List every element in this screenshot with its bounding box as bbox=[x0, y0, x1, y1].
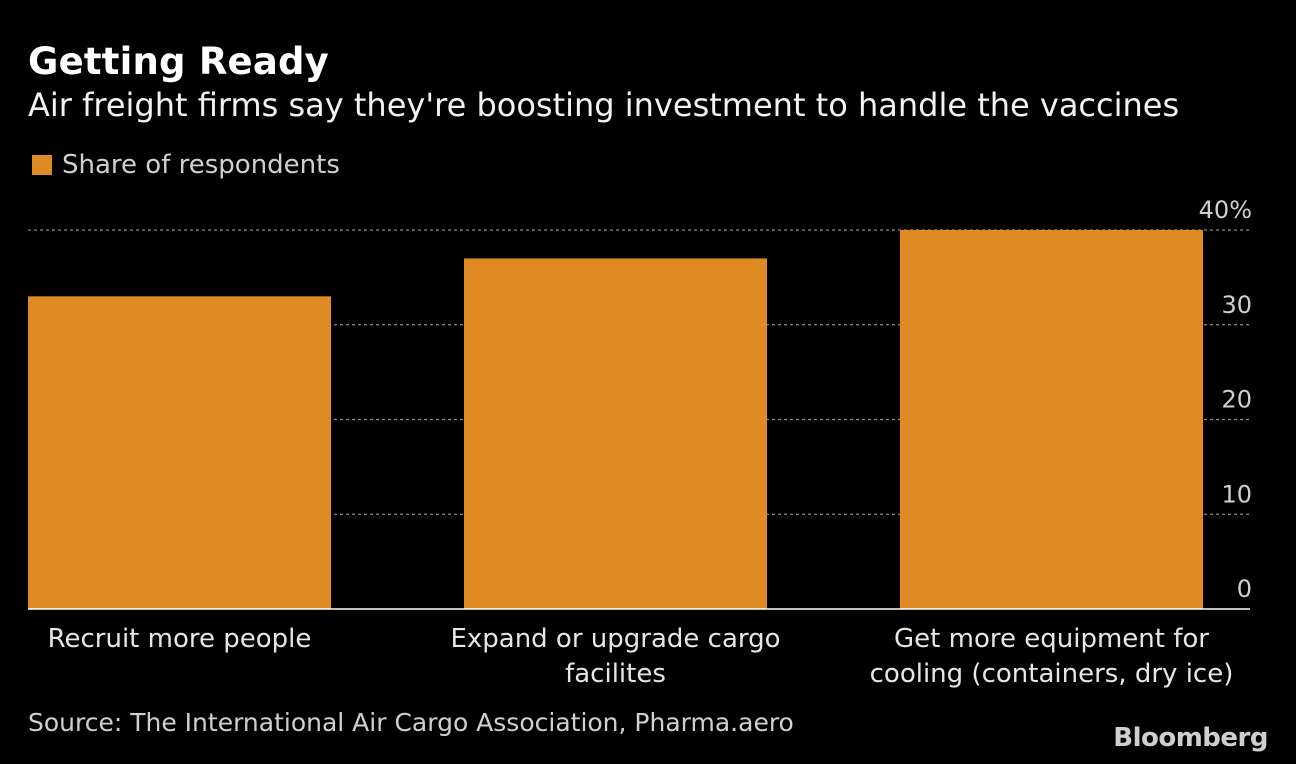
x-category-label: Recruit more people bbox=[48, 624, 312, 654]
y-tick-label: 20 bbox=[1221, 386, 1252, 414]
bar bbox=[464, 258, 767, 609]
y-tick-label: 0 bbox=[1237, 575, 1252, 603]
x-category-label: Get more equipment for cooling (container… bbox=[870, 624, 1234, 689]
x-category-label: Expand or upgrade cargo facilites bbox=[450, 624, 780, 689]
legend-swatch bbox=[32, 155, 52, 175]
bar bbox=[900, 230, 1203, 609]
y-tick-label: 10 bbox=[1221, 480, 1252, 508]
source-note: Source: The International Air Cargo Asso… bbox=[28, 708, 794, 737]
legend-label: Share of respondents bbox=[62, 150, 340, 180]
y-tick-label: 40% bbox=[1199, 196, 1252, 224]
bloomberg-logo: Bloomberg bbox=[1113, 723, 1268, 753]
bar bbox=[28, 296, 331, 609]
chart-title: Getting Ready bbox=[28, 40, 329, 83]
legend: Share of respondents bbox=[32, 150, 340, 180]
y-tick-label: 30 bbox=[1221, 291, 1252, 319]
chart-subtitle: Air freight firms say they're boosting i… bbox=[28, 86, 1180, 124]
